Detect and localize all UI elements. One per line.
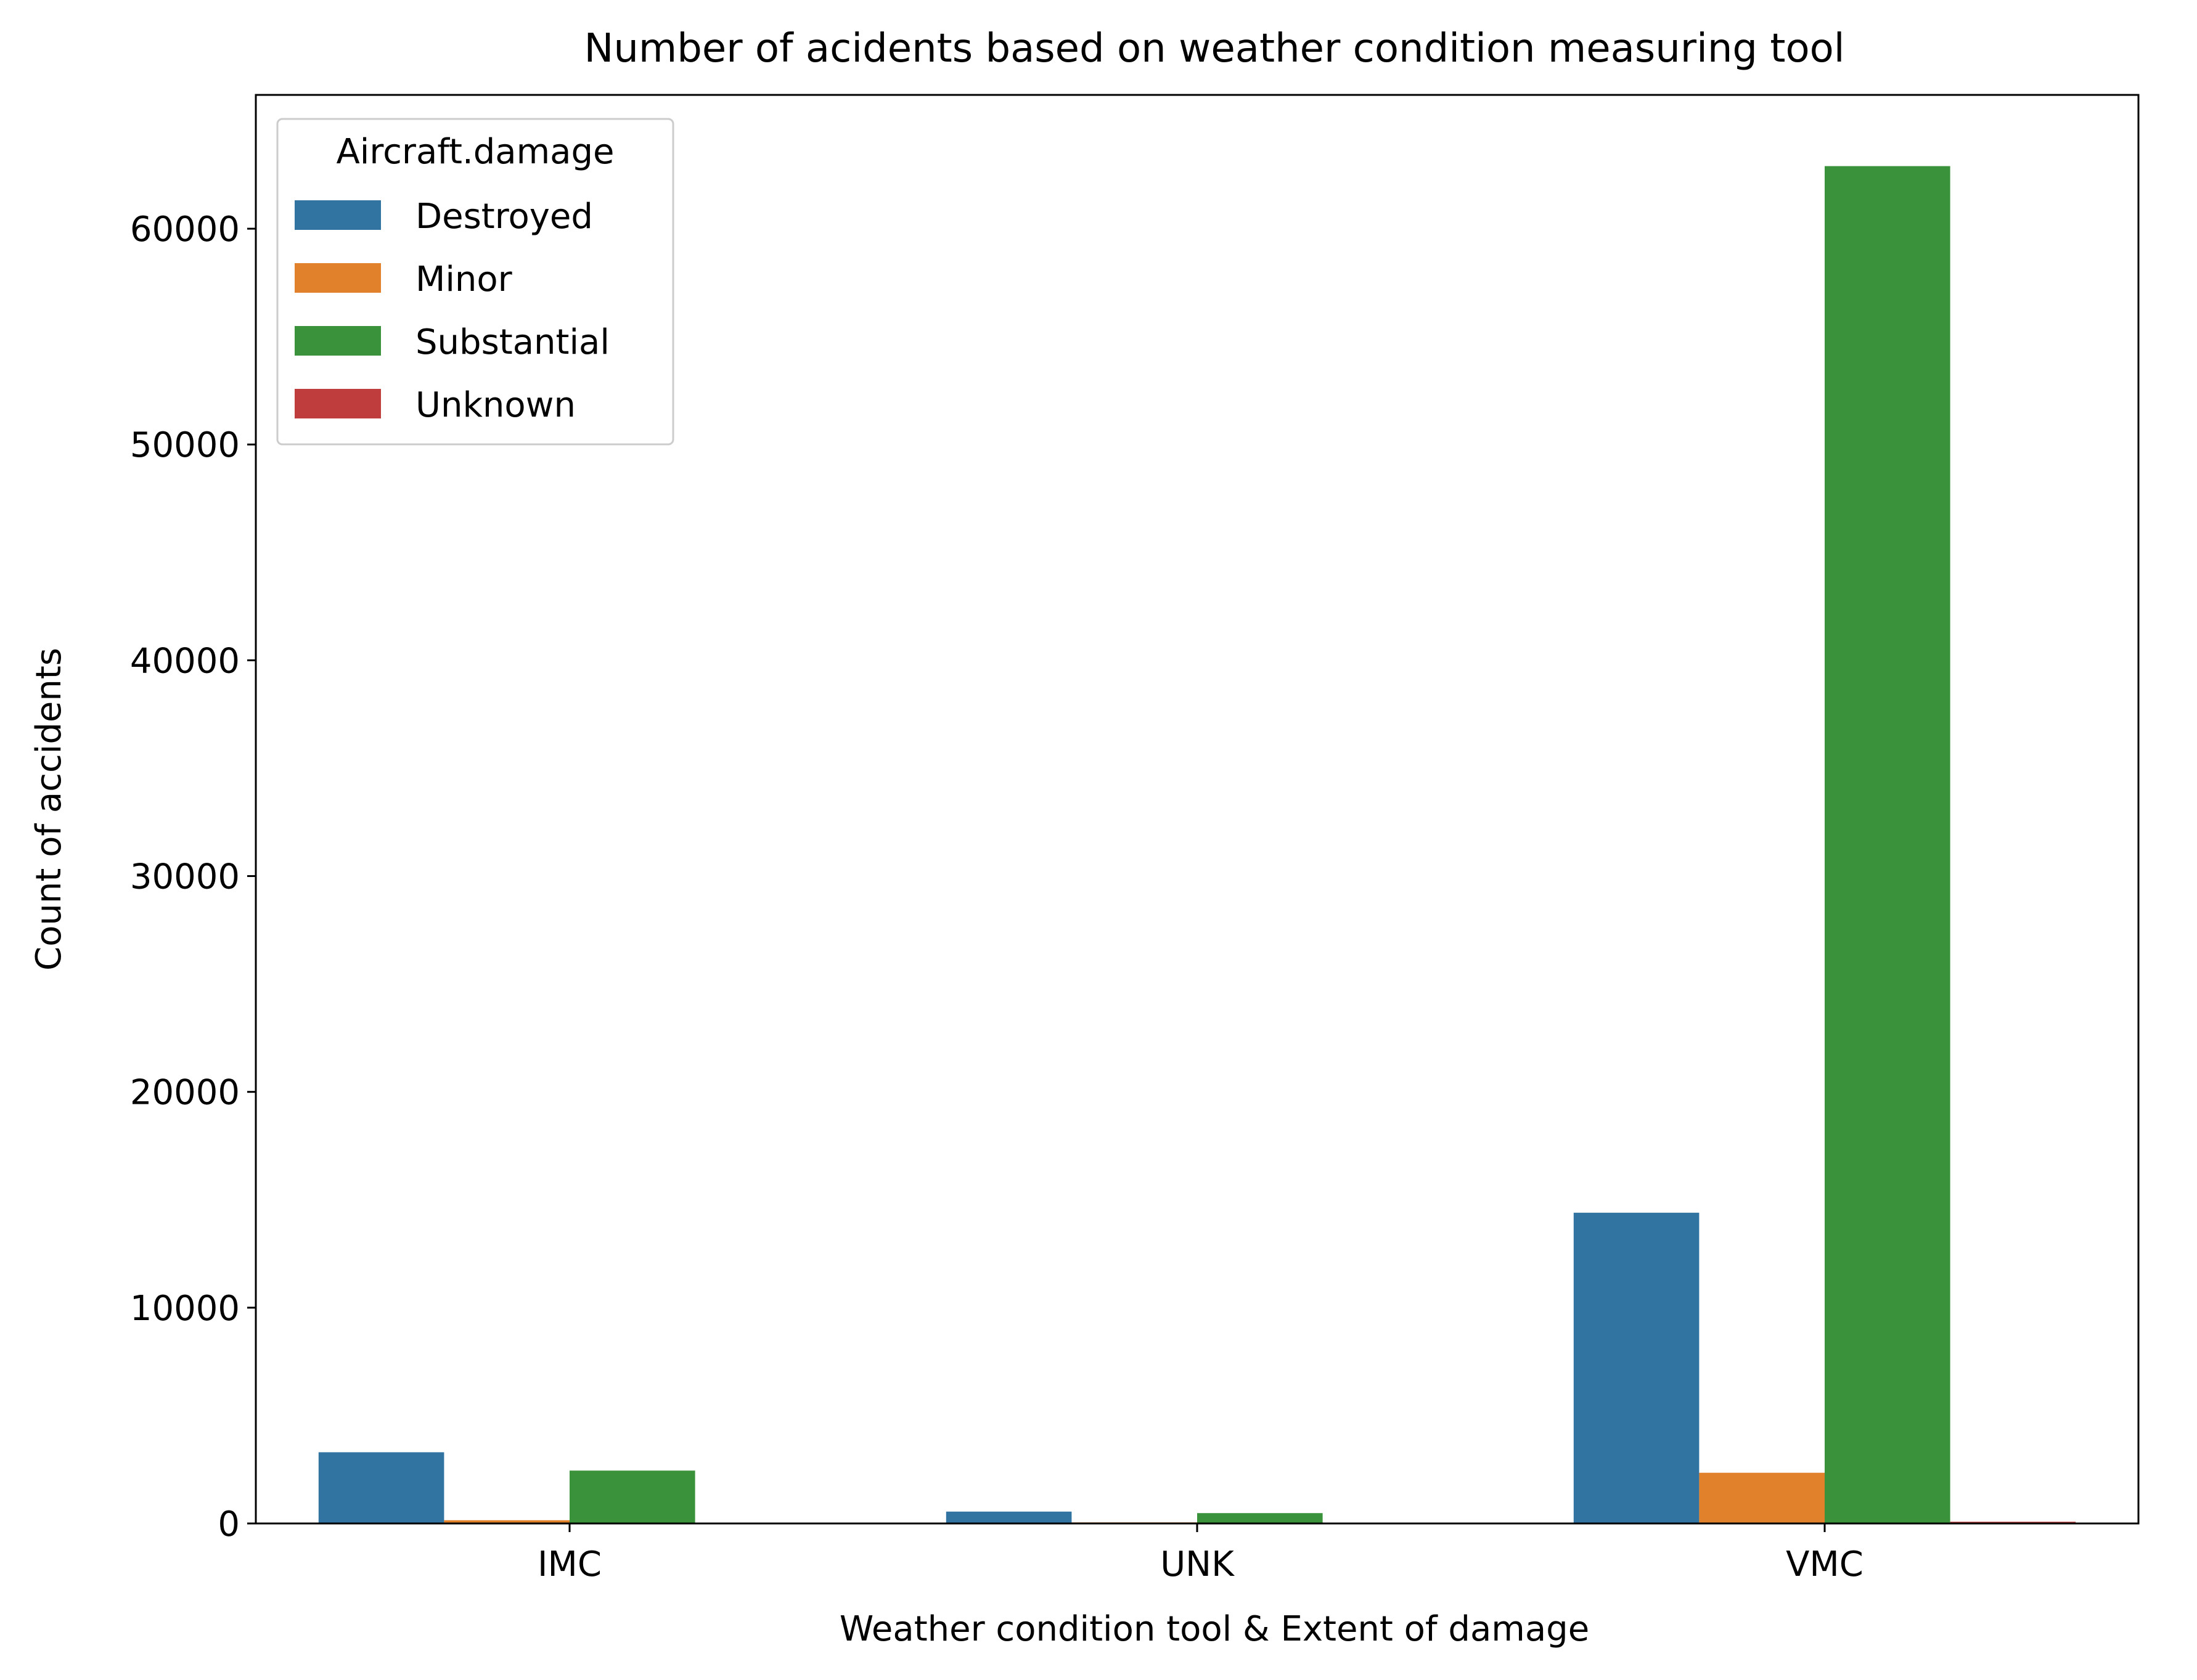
legend-label-unknown: Unknown [415,385,576,425]
x-axis-label: Weather condition tool & Extent of damag… [840,1609,1589,1649]
chart-title: Number of acidents based on weather cond… [584,26,1844,71]
y-tick-label: 30000 [130,857,240,897]
bar-vmc-destroyed [1573,1212,1700,1523]
bar-imc-minor [444,1520,570,1523]
y-tick-label: 0 [218,1504,240,1544]
legend-title: Aircraft.damage [336,132,614,172]
y-axis-label: Count of accidents [29,648,69,971]
bar-imc-destroyed [318,1452,444,1523]
bar-imc-substantial [570,1470,695,1523]
x-tick-label: UNK [1160,1544,1235,1584]
bars-group [318,166,2076,1524]
x-tick-label: VMC [1786,1544,1864,1584]
plot-frame [255,94,2140,1525]
legend-label-destroyed: Destroyed [415,197,593,237]
bar-vmc-substantial [1825,166,1950,1524]
legend-swatch-substantial [295,326,381,356]
y-tick-label: 40000 [130,641,240,681]
x-tick-label: IMC [538,1544,602,1584]
legend-label-minor: Minor [415,259,513,300]
x-axis: IMC UNK VMC [538,1523,1864,1584]
y-tick-label: 10000 [130,1289,240,1329]
legend-swatch-unknown [295,389,381,418]
legend-swatch-minor [295,263,381,293]
y-tick-label: 60000 [130,210,240,250]
y-axis: 0 10000 20000 30000 40000 50000 60000 [130,210,256,1544]
bar-unk-substantial [1197,1513,1323,1523]
y-tick-label: 20000 [130,1073,240,1113]
y-tick-label: 50000 [130,425,240,465]
bar-vmc-minor [1699,1472,1825,1523]
legend-swatch-destroyed [295,200,381,230]
legend-label-substantial: Substantial [415,322,610,362]
bar-unk-destroyed [946,1511,1072,1523]
legend: Aircraft.damage Destroyed Minor Substantia… [276,118,674,446]
